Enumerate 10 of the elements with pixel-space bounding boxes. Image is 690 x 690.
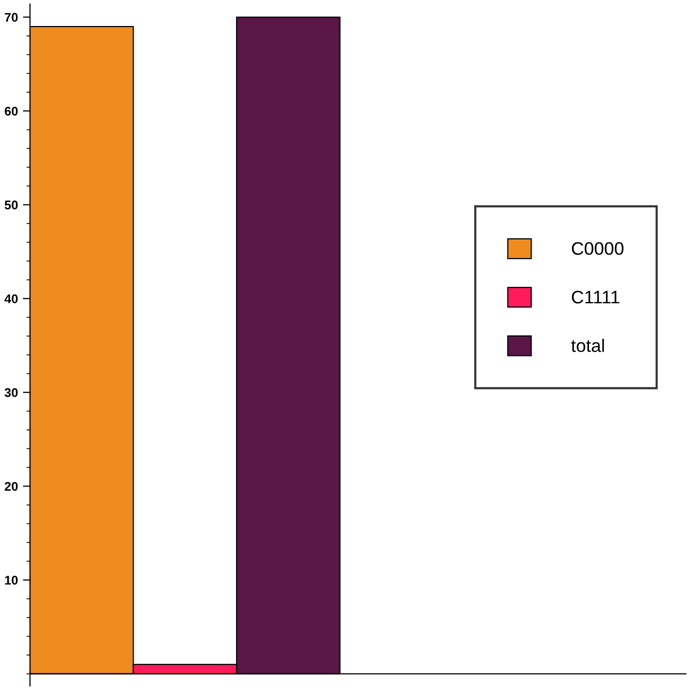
y-tick-label: 70 — [4, 12, 18, 22]
y-tick-label: 20 — [4, 482, 18, 491]
y-tick-label: 10 — [5, 576, 18, 585]
y-tick-label: 60 — [4, 106, 18, 116]
y-tick-label: 40 — [4, 294, 18, 304]
y-tick-label: 50 — [4, 200, 18, 210]
legend-label: C1111 — [572, 290, 620, 304]
legend-label: total — [571, 338, 604, 352]
legend-label: C0000 — [572, 242, 624, 255]
y-tick-label: 30 — [4, 388, 18, 398]
